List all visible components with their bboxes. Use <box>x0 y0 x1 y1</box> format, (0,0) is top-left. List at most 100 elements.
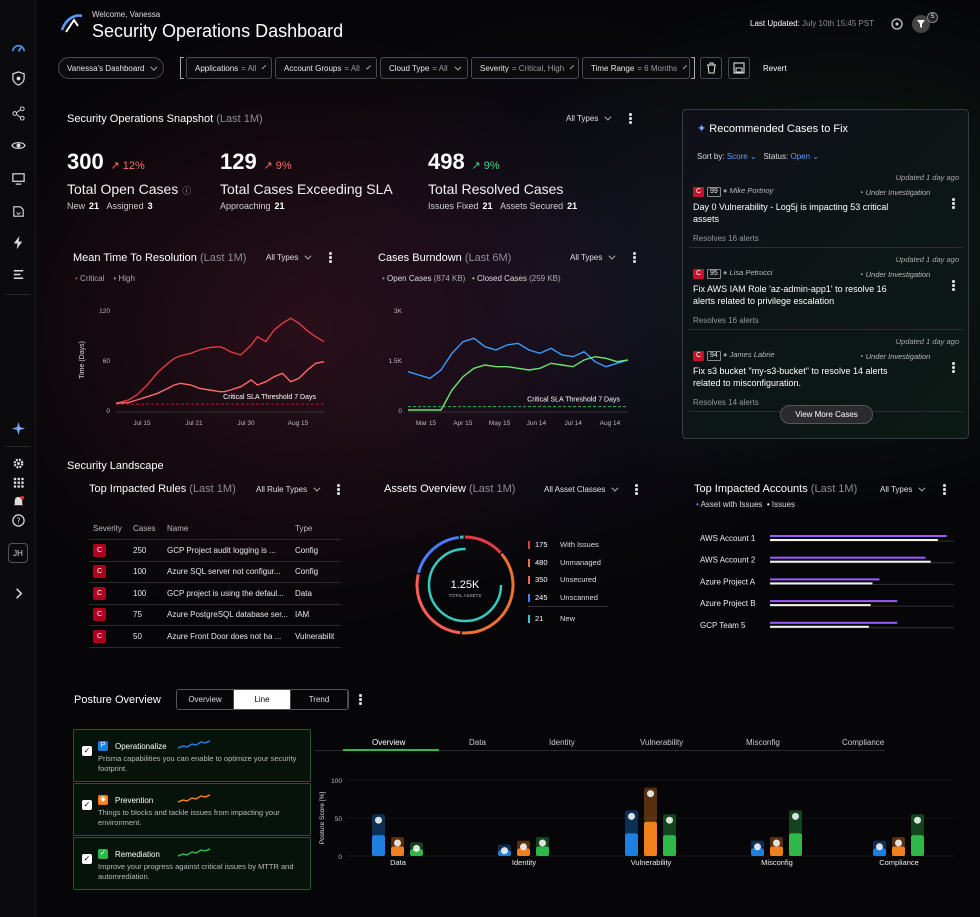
cell-name[interactable]: GCP Project audit logging is ... <box>163 539 291 562</box>
eye-icon[interactable] <box>8 135 28 155</box>
mttr-menu-icon[interactable] <box>329 252 332 263</box>
filter-group-bracket-left <box>180 57 184 79</box>
x-tick-label: Apr 15 <box>453 420 473 427</box>
assets-menu-icon[interactable] <box>635 484 638 495</box>
checkbox[interactable]: ✓ <box>82 854 92 864</box>
kpi-exceeding-sla: 129 ↗ 9% Total Cases Exceeding SLA Appro… <box>220 149 393 211</box>
posture-card-prevention[interactable]: ✓ ◉ Prevention Things to blocks and tack… <box>73 783 311 836</box>
monitor-icon[interactable] <box>8 168 28 188</box>
save-filters-button[interactable] <box>728 57 750 79</box>
posture-menu-icon[interactable] <box>359 694 362 705</box>
tab-line[interactable]: Line <box>234 690 291 709</box>
case-title[interactable]: Fix AWS IAM Role 'az-admin-app1' to reso… <box>693 284 887 306</box>
table-row[interactable]: C 250 GCP Project audit logging is ... Conf… <box>89 539 341 562</box>
share-icon[interactable] <box>8 103 28 123</box>
filter-toggle-button[interactable] <box>912 15 930 33</box>
chart-tab-identity[interactable]: Identity <box>549 738 575 747</box>
posture-card-title: Operationalize <box>115 742 167 751</box>
rules-menu-icon[interactable] <box>337 484 340 495</box>
list-icon[interactable] <box>8 264 28 284</box>
chart-tab-compliance[interactable]: Compliance <box>842 738 885 747</box>
bar-issues <box>770 604 871 607</box>
sort-controls[interactable]: Sort by: Score ⌄ Status: Open ⌄ <box>697 152 819 161</box>
mttr-types-select[interactable]: All Types <box>266 252 312 262</box>
col-cases[interactable]: Cases <box>129 518 163 540</box>
help-icon[interactable]: ? <box>8 510 28 530</box>
remediation-icon <box>792 812 799 820</box>
cell-name[interactable]: GCP project is using the defaul... <box>163 582 291 605</box>
tab-overview[interactable]: Overview <box>177 690 234 709</box>
filter-time-range[interactable]: Time Range = 6 Months <box>582 57 690 79</box>
dashboard-select[interactable]: Vanessa's Dashboard <box>58 57 164 79</box>
case-menu-icon[interactable] <box>952 280 955 291</box>
cell-cases: 100 <box>129 561 163 583</box>
refresh-icon[interactable] <box>890 17 904 31</box>
sparkle-icon[interactable] <box>8 418 28 438</box>
filter-account-groups[interactable]: Account Groups = All <box>275 57 377 79</box>
case-menu-icon[interactable] <box>952 362 955 373</box>
filter-severity[interactable]: Severity = Critical, High <box>471 57 579 79</box>
accounts-legend: • Asset with Issues • Issues <box>696 500 796 509</box>
expand-chevron-icon[interactable] <box>8 583 28 603</box>
case-item[interactable]: Updated 1 day ago C 95 ● Lisa Petrucci ◔ … <box>689 252 963 330</box>
rules-types-select[interactable]: All Rule Types <box>256 484 321 494</box>
dashboard-nav-icon[interactable] <box>8 37 28 57</box>
case-resolves: Resolves 16 alerts <box>693 316 759 325</box>
bolt-icon[interactable] <box>8 232 28 252</box>
gear-icon[interactable] <box>8 453 28 473</box>
chart-tab-data[interactable]: Data <box>469 738 486 747</box>
table-row[interactable]: C 50 Azure Front Door does not ha ... Vulne… <box>89 625 341 648</box>
view-more-cases-button[interactable]: View More Cases <box>780 405 873 424</box>
bar-asset-with-issues <box>770 535 947 537</box>
burndown-types-select[interactable]: All Types <box>570 252 616 262</box>
col-type[interactable]: Type <box>291 518 341 540</box>
case-item[interactable]: Updated 1 day ago C 99 ● Mike Portnoy ◔ U… <box>689 170 963 248</box>
accounts-types-select[interactable]: All Types <box>880 484 926 494</box>
legend-item: 350 Unsecured <box>528 575 608 589</box>
operationalize-icon <box>754 843 761 851</box>
cell-name[interactable]: Azure PostgreSQL database ser... <box>163 604 291 626</box>
table-row[interactable]: C 75 Azure PostgreSQL database ser... IAM <box>89 604 341 626</box>
account-label: Azure Project B <box>700 599 756 608</box>
table-row[interactable]: C 100 GCP project is using the defaul... Da… <box>89 582 341 605</box>
posture-card-remediation[interactable]: ✓ ✓ Remediation Improve your progress ag… <box>73 837 311 890</box>
delete-filters-button[interactable] <box>700 57 722 79</box>
col-severity[interactable]: Severity <box>89 518 129 540</box>
snapshot-menu-icon[interactable] <box>629 113 632 124</box>
assets-types-select[interactable]: All Asset Classes <box>544 484 619 494</box>
chart-tab-overview[interactable]: Overview <box>372 738 406 747</box>
col-name[interactable]: Name <box>163 518 291 540</box>
checkbox[interactable]: ✓ <box>82 746 92 756</box>
case-item[interactable]: Updated 1 day ago C 94 ● James Labrie ◔ U… <box>689 334 963 412</box>
tab-trend[interactable]: Trend <box>291 690 348 709</box>
chart-tab-vulnerability[interactable]: Vulnerability <box>640 738 684 747</box>
series-line-open-cases <box>407 337 629 380</box>
grid-icon[interactable] <box>8 472 28 492</box>
x-tick-label: Mar 15 <box>416 420 437 427</box>
severity-badge: C <box>93 586 106 600</box>
table-row[interactable]: C 100 Azure SQL server not configur... Conf… <box>89 561 341 583</box>
info-icon: ⓘ <box>182 186 192 196</box>
avatar[interactable]: JH <box>8 543 28 563</box>
prevention-icon <box>520 843 527 851</box>
burndown-menu-icon[interactable] <box>633 252 636 263</box>
posture-card-operationalize[interactable]: ✓ P Operationalize Prisma capabilities y… <box>73 729 311 782</box>
filter-cloud-type[interactable]: Cloud Type = All <box>380 57 468 79</box>
snapshot-types-select[interactable]: All Types <box>566 113 612 123</box>
bell-icon[interactable] <box>8 491 28 511</box>
accounts-menu-icon[interactable] <box>943 484 946 495</box>
code-icon[interactable] <box>8 201 28 221</box>
checkbox[interactable]: ✓ <box>82 800 92 810</box>
case-title[interactable]: Fix s3 bucket "my-s3-bucket" to resolve … <box>693 366 888 388</box>
case-title[interactable]: Day 0 Vulnerability - Log5j is impacting… <box>693 202 889 224</box>
cell-name[interactable]: Azure SQL server not configur... <box>163 561 291 583</box>
chart-tab-misconfig[interactable]: Misconfig <box>746 738 780 747</box>
revert-button[interactable]: Revert <box>763 64 787 73</box>
case-resolves: Resolves 16 alerts <box>693 234 759 243</box>
operationalize-icon: P <box>98 741 108 751</box>
shield-icon[interactable] <box>8 68 28 88</box>
y-tick-label: 100 <box>331 778 342 785</box>
cell-name[interactable]: Azure Front Door does not ha ... <box>163 625 291 648</box>
case-menu-icon[interactable] <box>952 198 955 209</box>
filter-applications[interactable]: Applications = All <box>186 57 272 79</box>
